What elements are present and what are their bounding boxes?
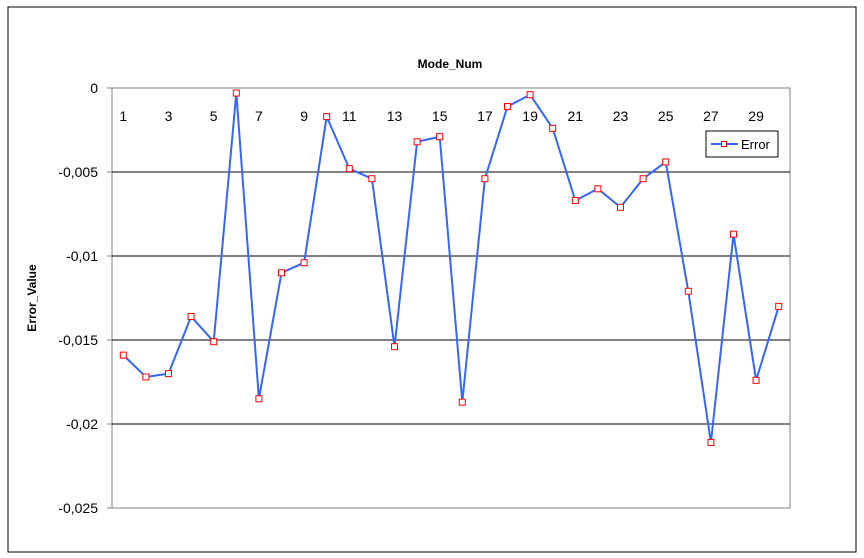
y-tick-label: -0,025: [58, 500, 98, 516]
data-point: [142, 373, 150, 381]
x-tick-label: 17: [477, 108, 493, 124]
data-point: [594, 185, 602, 193]
x-tick-label: 25: [658, 108, 674, 124]
x-tick-label: 7: [255, 108, 263, 124]
data-point: [549, 124, 557, 132]
data-point: [232, 89, 240, 97]
x-tick-label: 27: [703, 108, 719, 124]
y-tick-label: -0,02: [66, 416, 98, 432]
x-tick-label: 3: [165, 108, 173, 124]
data-point: [684, 287, 692, 295]
legend: Error: [705, 130, 779, 158]
y-tick-label: -0,005: [58, 164, 98, 180]
data-point: [436, 133, 444, 141]
x-tick-label: 13: [387, 108, 403, 124]
x-tick-label: 23: [613, 108, 629, 124]
data-point: [300, 259, 308, 267]
data-point: [345, 165, 353, 173]
x-ticks-layer: 1 3 5 7 9 11 13 15 17 19 21 23 25 27 29: [119, 108, 764, 124]
data-point: [323, 113, 331, 121]
series-line: [122, 92, 780, 444]
series-layer: [119, 89, 783, 446]
data-point: [458, 398, 466, 406]
data-point: [187, 312, 195, 320]
plot-area: [111, 87, 791, 509]
data-point: [255, 395, 263, 403]
x-tick-label: 5: [210, 108, 218, 124]
data-point: [707, 438, 715, 446]
data-point: [662, 158, 670, 166]
data-point: [481, 175, 489, 183]
data-point: [504, 102, 511, 110]
x-tick-label: 19: [522, 108, 538, 124]
chart-title: Mode_Num: [418, 57, 483, 71]
y-tick-label: -0,01: [66, 248, 98, 264]
x-tick-label: 9: [300, 108, 308, 124]
x-tick-label: 1: [119, 108, 127, 124]
x-tick-label: 11: [342, 108, 357, 124]
x-tick-label: 21: [568, 108, 584, 124]
data-point: [526, 91, 534, 99]
data-point: [391, 343, 398, 351]
data-point: [775, 302, 783, 310]
data-point: [119, 351, 127, 359]
data-point: [730, 230, 737, 238]
data-point: [278, 269, 285, 277]
data-point: [639, 175, 647, 183]
y-tick-label: -0,015: [58, 332, 98, 348]
x-tick-label: 29: [748, 108, 764, 124]
legend-marker: [721, 141, 727, 147]
data-point: [617, 203, 624, 211]
y-axis-label: Error_Value: [25, 264, 39, 332]
grid-layer: [112, 171, 790, 425]
data-point: [210, 338, 218, 346]
y-tick-label: 0: [90, 80, 98, 96]
data-point: [571, 197, 579, 205]
data-point: [413, 138, 421, 146]
y-ticks-layer: 0 -0,005 -0,01 -0,015 -0,02 -0,025: [58, 80, 112, 516]
legend-label: Error: [741, 137, 771, 152]
data-point: [165, 370, 172, 378]
data-point: [368, 175, 376, 183]
x-tick-label: 15: [432, 108, 448, 124]
data-point: [752, 376, 760, 384]
